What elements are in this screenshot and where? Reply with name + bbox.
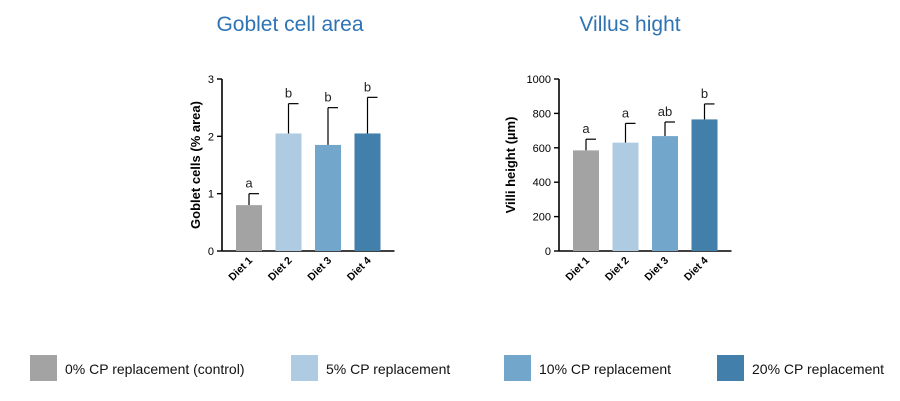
y-axis-label: Villi height (µm) — [503, 117, 518, 214]
x-tick-label: Diet 4 — [345, 255, 374, 284]
significance-letter: a — [622, 105, 630, 120]
significance-letter: a — [245, 176, 253, 191]
x-tick-label: Diet 2 — [266, 255, 295, 284]
bar — [275, 133, 302, 251]
x-tick-label: Diet 3 — [642, 255, 671, 284]
x-tick-label: Diet 1 — [226, 255, 255, 284]
legend-swatch-20pct — [717, 355, 744, 381]
bar — [652, 136, 678, 251]
legend-label-control: 0% CP replacement (control) — [65, 361, 244, 377]
bars: a Diet 1 a Diet 2 ab Diet 3 b Diet 4 — [563, 86, 718, 284]
legend-label-10pct: 10% CP replacement — [539, 361, 671, 377]
y-tick-label: 2 — [208, 131, 214, 143]
y-tick-label: 1000 — [527, 74, 551, 86]
legend-swatch-10pct — [504, 355, 531, 381]
y-axis-label: Goblet cells (% area) — [188, 101, 203, 229]
significance-letter: b — [364, 79, 371, 94]
villus-height-chart: Villus hight Villi height (µm) 0 200 400 60… — [503, 13, 732, 283]
y-tick-label: 1 — [208, 189, 214, 201]
y-tick-label: 400 — [533, 177, 551, 189]
significance-letter: b — [324, 90, 331, 105]
chart-title: Goblet cell area — [216, 13, 363, 36]
bar — [573, 150, 599, 251]
y-tick-label: 600 — [533, 143, 551, 155]
y-tick-label: 3 — [208, 74, 214, 86]
bar — [612, 142, 639, 251]
x-tick-label: Diet 3 — [305, 255, 334, 284]
legend: 0% CP replacement (control) 5% CP replac… — [30, 355, 884, 381]
significance-letter: a — [582, 121, 590, 136]
x-tick-label: Diet 2 — [603, 255, 632, 284]
legend-label-20pct: 20% CP replacement — [752, 361, 884, 377]
significance-letter: b — [701, 86, 708, 101]
bars: a Diet 1 b Diet 2 b Diet 3 b Diet 4 — [226, 79, 381, 284]
goblet-cell-area-chart: Goblet cell area Goblet cells (% area) 0… — [188, 13, 395, 283]
x-tick-label: Diet 4 — [682, 255, 711, 284]
chart-title: Villus hight — [579, 13, 680, 36]
significance-letter: b — [285, 86, 292, 101]
legend-swatch-control — [30, 355, 57, 381]
y-tick-label: 800 — [533, 108, 551, 120]
bar — [691, 119, 718, 251]
x-tick-label: Diet 1 — [563, 255, 592, 284]
bar — [236, 205, 262, 251]
y-tick-label: 200 — [533, 212, 551, 224]
significance-letter: ab — [658, 104, 672, 119]
y-tick-label: 0 — [208, 246, 214, 258]
bar — [315, 144, 341, 251]
legend-label-5pct: 5% CP replacement — [326, 361, 450, 377]
bar — [354, 133, 381, 251]
legend-swatch-5pct — [291, 355, 318, 381]
y-tick-label: 0 — [545, 246, 551, 258]
